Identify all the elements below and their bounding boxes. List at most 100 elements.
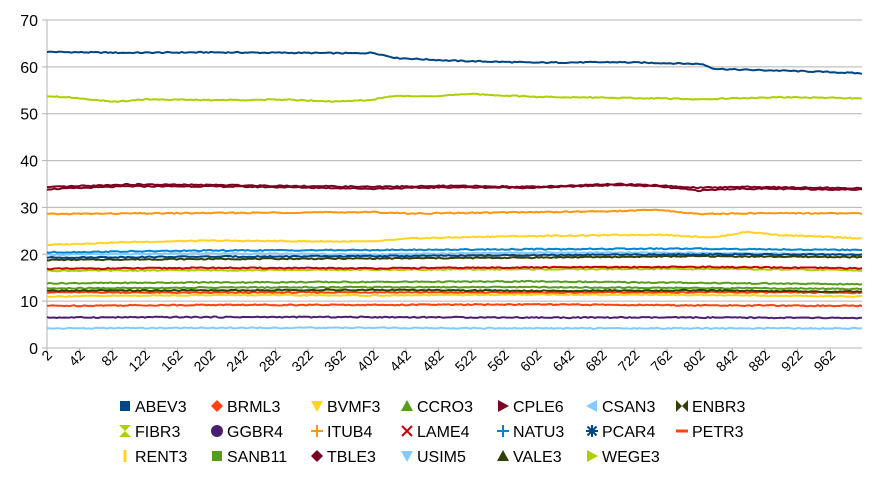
series-line-ccro3 (46, 279, 863, 286)
series-line-wege3 (46, 92, 863, 103)
series-line-usim5 (46, 326, 863, 330)
x-tick-label: 522 (452, 347, 480, 375)
legend-item-ggbr4: GGBR4 (211, 424, 283, 441)
legend-label: CPLE6 (513, 399, 564, 416)
legend-marker-icon (212, 451, 222, 461)
x-tick-label: 762 (647, 347, 675, 375)
legend-label: CSAN3 (602, 399, 655, 416)
series-line-lame4 (46, 265, 863, 271)
series-line-tble3 (47, 182, 863, 190)
legend-item-enbr3: ENBR3 (676, 399, 745, 416)
legend-label: GGBR4 (227, 424, 283, 441)
legend-marker-icon (311, 450, 323, 462)
legend-label: SANB11 (227, 449, 287, 466)
y-tick-label: 50 (20, 107, 38, 124)
x-tick-label: 882 (745, 347, 773, 375)
legend-label: FIBR3 (135, 424, 180, 441)
series-line-itub4 (47, 208, 863, 216)
legend-label: ABEV3 (135, 399, 187, 416)
legend-marker-icon (120, 401, 130, 411)
x-tick-label: 562 (484, 347, 512, 375)
x-tick-label: 842 (713, 347, 741, 375)
legend-marker-icon (587, 450, 598, 462)
legend-marker-icon (123, 450, 127, 462)
legend-marker-icon (401, 425, 413, 437)
x-tick-label: 722 (615, 347, 643, 375)
y-tick-label: 20 (20, 247, 38, 264)
legend-label: USIM5 (417, 449, 466, 466)
series-line-pcar4 (46, 252, 863, 259)
legend-marker-icon (119, 425, 131, 437)
legend-label: PETR3 (692, 424, 744, 441)
series-line-abev3 (46, 50, 863, 75)
legend-item-sanb11: SANB11 (212, 449, 287, 466)
x-tick-label: 122 (125, 347, 153, 375)
series-line-petr3 (47, 303, 863, 308)
x-tick-label: 682 (582, 347, 610, 375)
x-tick-label: 642 (549, 347, 577, 375)
x-tick-label: 922 (778, 347, 806, 375)
x-tick-label: 362 (321, 347, 349, 375)
legend-marker-icon (676, 400, 688, 412)
legend-item-tble3: TBLE3 (311, 449, 376, 466)
legend-marker-icon (497, 425, 509, 437)
y-tick-label: 30 (20, 200, 38, 217)
series-line-bvmf3 (46, 230, 863, 247)
legend-marker-icon (586, 400, 597, 412)
legend-label: ITUB4 (327, 424, 372, 441)
legend-item-lame4: LAME4 (401, 424, 470, 441)
legend-item-petr3: PETR3 (676, 424, 744, 441)
legend-item-fibr3: FIBR3 (119, 424, 180, 441)
legend-marker-icon (497, 450, 509, 461)
legend-marker-icon (586, 425, 598, 437)
legend-item-natu3: NATU3 (497, 424, 564, 441)
series-line-csan3 (46, 251, 863, 257)
x-tick-label: 82 (98, 347, 120, 369)
series-line-cple6 (46, 183, 862, 193)
series-line-ggbr4 (46, 315, 863, 320)
legend-marker-icon (311, 401, 323, 412)
series-line-brml3 (46, 290, 863, 295)
legend-marker-icon (676, 429, 688, 433)
legend-label: ENBR3 (692, 399, 745, 416)
legend-marker-icon (401, 400, 413, 411)
legend-label: LAME4 (417, 424, 470, 441)
y-tick-label: 60 (20, 60, 38, 77)
legend-item-usim5: USIM5 (401, 449, 466, 466)
legend-item-pcar4: PCAR4 (586, 424, 655, 441)
plot-area (46, 50, 863, 330)
legend-item-abev3: ABEV3 (120, 399, 187, 416)
legend-item-csan3: CSAN3 (586, 399, 655, 416)
x-tick-label: 802 (680, 347, 708, 375)
y-axis: 0 10 20 30 40 50 60 70 (20, 13, 48, 358)
x-tick-label: 202 (190, 347, 218, 375)
legend-label: VALE3 (513, 449, 562, 466)
series-line-sanb11 (46, 285, 863, 291)
legend-marker-icon (311, 425, 323, 437)
legend-marker-icon (498, 400, 509, 412)
legend-marker-icon (211, 400, 223, 412)
legend-label: WEGE3 (602, 449, 660, 466)
series-line-rent3 (46, 293, 863, 298)
legend-item-itub4: ITUB4 (311, 424, 372, 441)
legend-item-brml3: BRML3 (211, 399, 280, 416)
legend: ABEV3 BRML3 BVMF3 CCRO3 CPLE6 CSAN3 ENBR3 FIBR3… (119, 399, 745, 466)
legend-item-bvmf3: BVMF3 (311, 399, 380, 416)
x-tick-label: 322 (288, 347, 316, 375)
legend-item-rent3: RENT3 (123, 449, 188, 466)
legend-label: BVMF3 (327, 399, 380, 416)
x-tick-label: 242 (223, 347, 251, 375)
legend-label: TBLE3 (327, 449, 376, 466)
legend-marker-icon (401, 451, 413, 462)
legend-item-wege3: WEGE3 (587, 449, 660, 466)
x-tick-label: 42 (65, 347, 87, 369)
series-line-enbr3 (47, 254, 863, 262)
legend-label: RENT3 (135, 449, 188, 466)
legend-label: CCRO3 (417, 399, 473, 416)
x-tick-label: 282 (256, 347, 284, 375)
y-tick-label: 40 (20, 154, 38, 171)
legend-label: BRML3 (227, 399, 280, 416)
legend-item-vale3: VALE3 (497, 449, 562, 466)
x-tick-label: 442 (386, 347, 414, 375)
